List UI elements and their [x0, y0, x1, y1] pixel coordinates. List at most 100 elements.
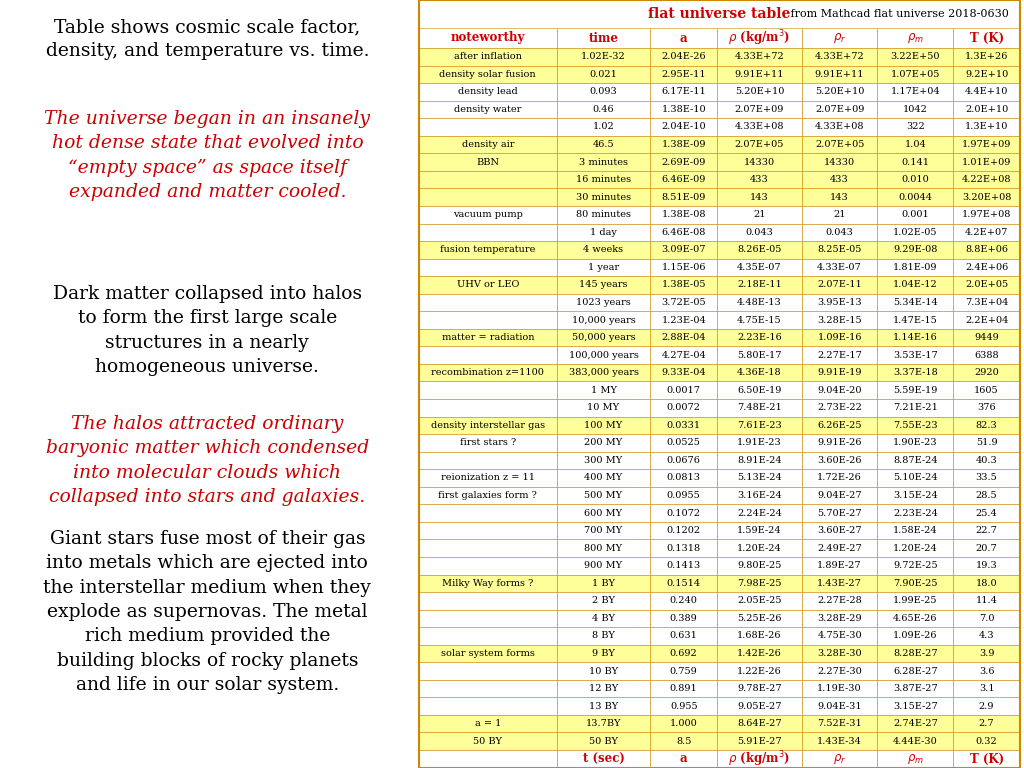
Bar — [878, 662, 953, 680]
Text: 3.95E-13: 3.95E-13 — [817, 298, 862, 307]
Text: 400 MY: 400 MY — [585, 474, 623, 482]
Bar — [557, 101, 650, 118]
Text: 18.0: 18.0 — [976, 579, 997, 588]
Text: 8.28E-27: 8.28E-27 — [893, 649, 938, 658]
Text: 82.3: 82.3 — [976, 421, 997, 430]
Bar — [650, 223, 717, 241]
Bar — [557, 434, 650, 452]
Bar — [953, 452, 1020, 469]
Text: 4.75E-30: 4.75E-30 — [817, 631, 862, 641]
Text: 0.010: 0.010 — [901, 175, 929, 184]
Text: 145 years: 145 years — [580, 280, 628, 290]
Text: 9.91E-19: 9.91E-19 — [817, 368, 862, 377]
Text: 4.44E-30: 4.44E-30 — [893, 737, 938, 746]
Text: 9.33E-04: 9.33E-04 — [662, 368, 706, 377]
Bar — [419, 136, 557, 154]
Bar — [878, 28, 953, 48]
Bar — [953, 136, 1020, 154]
Text: 7.98E-25: 7.98E-25 — [737, 579, 781, 588]
Bar — [650, 469, 717, 487]
Bar — [419, 28, 557, 48]
Bar — [802, 188, 878, 206]
Text: 6.17E-11: 6.17E-11 — [662, 88, 707, 96]
Bar — [953, 223, 1020, 241]
Bar — [802, 521, 878, 539]
Text: 46.5: 46.5 — [593, 140, 614, 149]
Text: $\rho$ (kg/m$^3$): $\rho$ (kg/m$^3$) — [728, 750, 791, 768]
Text: 200 MY: 200 MY — [585, 439, 623, 448]
Bar — [650, 241, 717, 259]
Bar — [419, 697, 557, 715]
Text: 14330: 14330 — [743, 157, 775, 167]
Bar — [717, 346, 802, 364]
Text: $\rho_r$: $\rho_r$ — [833, 31, 846, 45]
Text: 5.13E-24: 5.13E-24 — [737, 474, 781, 482]
Bar — [557, 452, 650, 469]
Text: 1.04E-12: 1.04E-12 — [893, 280, 938, 290]
Bar — [878, 382, 953, 399]
Text: 1.15E-06: 1.15E-06 — [662, 263, 706, 272]
Text: 433: 433 — [830, 175, 849, 184]
Bar — [557, 750, 650, 768]
Text: 5.70E-27: 5.70E-27 — [817, 508, 862, 518]
Bar — [419, 65, 557, 83]
Text: 4.33E-07: 4.33E-07 — [817, 263, 862, 272]
Bar — [953, 170, 1020, 188]
Text: 50 BY: 50 BY — [473, 737, 502, 746]
Text: 13 BY: 13 BY — [589, 702, 618, 710]
Text: 1.99E-25: 1.99E-25 — [893, 596, 938, 605]
Bar — [878, 188, 953, 206]
Bar — [717, 662, 802, 680]
Bar — [878, 154, 953, 170]
Text: 1 year: 1 year — [588, 263, 620, 272]
Bar — [802, 750, 878, 768]
Bar — [419, 329, 557, 346]
Text: 3.28E-15: 3.28E-15 — [817, 316, 862, 325]
Bar — [650, 487, 717, 505]
Bar — [878, 592, 953, 610]
Bar — [802, 557, 878, 574]
Text: 1.3E+10: 1.3E+10 — [965, 122, 1009, 131]
Bar — [953, 662, 1020, 680]
Text: 7.21E-21: 7.21E-21 — [893, 403, 938, 412]
Bar — [717, 505, 802, 521]
Text: 2.7: 2.7 — [979, 719, 994, 728]
Text: density air: density air — [462, 140, 514, 149]
Bar — [878, 329, 953, 346]
Bar — [717, 311, 802, 329]
Text: 1.89E-27: 1.89E-27 — [817, 561, 862, 570]
Text: 3.09E-07: 3.09E-07 — [662, 245, 706, 254]
Text: density solar fusion: density solar fusion — [439, 70, 537, 79]
Text: 0.759: 0.759 — [670, 667, 697, 676]
Bar — [802, 28, 878, 48]
Bar — [557, 697, 650, 715]
Text: 9.04E-31: 9.04E-31 — [817, 702, 862, 710]
Bar — [878, 610, 953, 627]
Text: 0.043: 0.043 — [745, 228, 773, 237]
Bar — [650, 644, 717, 662]
Text: 800 MY: 800 MY — [585, 544, 623, 553]
Text: T (K): T (K) — [970, 31, 1004, 45]
Text: 1.38E-09: 1.38E-09 — [662, 140, 706, 149]
Bar — [878, 505, 953, 521]
Bar — [419, 662, 557, 680]
Bar — [557, 329, 650, 346]
Bar — [717, 592, 802, 610]
Text: 4.27E-04: 4.27E-04 — [662, 351, 707, 359]
Bar — [802, 452, 878, 469]
Text: 2.2E+04: 2.2E+04 — [965, 316, 1009, 325]
Text: 1.81E-09: 1.81E-09 — [893, 263, 938, 272]
Bar — [802, 259, 878, 276]
Text: 1.72E-26: 1.72E-26 — [817, 474, 862, 482]
Bar — [419, 382, 557, 399]
Text: 7.0: 7.0 — [979, 614, 994, 623]
Bar — [953, 680, 1020, 697]
Bar — [557, 154, 650, 170]
Text: 700 MY: 700 MY — [585, 526, 623, 535]
Text: 3.6: 3.6 — [979, 667, 994, 676]
Bar — [878, 627, 953, 644]
Bar — [717, 170, 802, 188]
Text: t (sec): t (sec) — [583, 753, 625, 766]
Text: 0.46: 0.46 — [593, 105, 614, 114]
Bar — [802, 644, 878, 662]
